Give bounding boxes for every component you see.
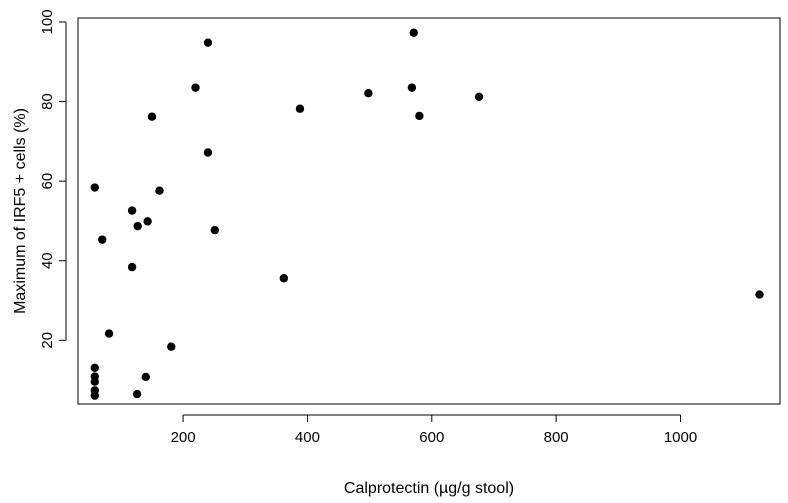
data-point: [147, 112, 157, 121]
y-tick-label: 60: [39, 173, 56, 190]
data-point: [90, 377, 99, 386]
data-point: [474, 92, 484, 101]
data-point: [191, 83, 200, 92]
data-point: [90, 391, 99, 400]
x-axis: 200 400 600 800 1000: [171, 414, 697, 446]
data-point: [167, 342, 176, 351]
data-point: [132, 389, 142, 399]
y-axis: 20 40 60 80 100: [39, 9, 67, 349]
data-point: [133, 221, 142, 231]
y-tick-label: 20: [39, 332, 56, 349]
data-point: [407, 83, 417, 92]
plot-frame: [77, 17, 781, 405]
data-point: [364, 89, 373, 98]
x-tick-label: 1000: [664, 429, 697, 446]
data-point: [415, 111, 424, 121]
data-point: [127, 206, 137, 215]
data-point: [755, 290, 764, 299]
data-point: [155, 186, 164, 195]
data-point: [409, 28, 418, 37]
data-point: [203, 148, 213, 157]
data-point: [98, 235, 107, 244]
data-point: [210, 225, 219, 235]
data-point: [143, 217, 152, 226]
x-tick-label: 800: [544, 429, 569, 446]
x-tick-label: 200: [171, 429, 196, 446]
x-tick-label: 400: [295, 429, 320, 446]
data-point: [141, 372, 150, 382]
data-point: [104, 329, 114, 338]
data-points: [90, 28, 764, 400]
y-tick-label: 80: [39, 93, 56, 110]
y-axis-label: Maximum of IRF5 + cells (%): [12, 108, 29, 314]
data-point: [203, 38, 213, 47]
x-axis-label: Calprotectin (µg/g stool): [344, 480, 514, 497]
y-tick-label: 40: [39, 252, 56, 269]
y-tick-label: 100: [39, 9, 56, 34]
data-point: [279, 274, 289, 283]
data-point: [127, 262, 137, 272]
data-point: [295, 104, 305, 113]
data-point: [90, 363, 99, 372]
x-tick-label: 600: [419, 429, 444, 446]
data-point: [90, 183, 99, 192]
